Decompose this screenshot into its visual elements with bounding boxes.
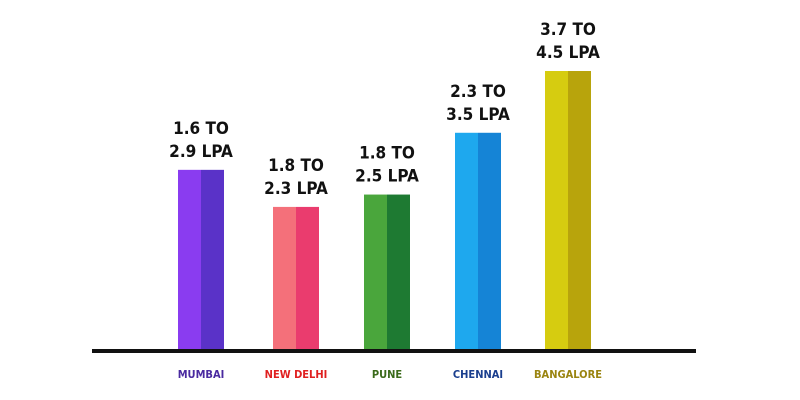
bar-chennai	[455, 132, 501, 349]
value-label-range-end: 2.3 LPA	[264, 179, 328, 199]
category-label-chennai: CHENNAI	[453, 368, 503, 381]
value-label: 2.3 TO 3.5 LPA	[446, 82, 510, 125]
bar-pune	[364, 194, 410, 349]
value-label-range-end: 2.9 LPA	[169, 142, 233, 162]
value-label-range-start: 1.6 TO	[173, 119, 229, 139]
bars	[178, 71, 591, 349]
category-label-mumbai: MUMBAI	[178, 368, 225, 381]
value-label: 1.8 TO 2.3 LPA	[264, 156, 328, 199]
value-label-range-start: 2.3 TO	[450, 82, 506, 102]
value-label: 1.6 TO 2.9 LPA	[169, 119, 233, 162]
value-label-range-start: 1.8 TO	[359, 144, 415, 164]
value-label-range-end: 3.5 LPA	[446, 105, 510, 125]
value-label-range-end: 2.5 LPA	[355, 167, 419, 187]
bar-mumbai	[178, 169, 224, 349]
value-label-range-start: 3.7 TO	[540, 20, 596, 40]
category-labels: MUMBAI NEW DELHI PUNE CHENNAI BANGALORE	[178, 368, 603, 381]
value-label: 1.8 TO 2.5 LPA	[355, 144, 419, 187]
value-label-range-start: 1.8 TO	[268, 156, 324, 176]
category-label-new-delhi: NEW DELHI	[265, 368, 328, 381]
bar-bangalore	[545, 71, 591, 349]
value-label: 3.7 TO 4.5 LPA	[536, 20, 600, 63]
value-labels: 1.6 TO 2.9 LPA 1.8 TO 2.3 LPA 1.8 TO 2.5 LPA 2…	[169, 20, 600, 199]
category-label-pune: PUNE	[372, 368, 403, 381]
value-label-range-end: 4.5 LPA	[536, 43, 600, 63]
category-label-bangalore: BANGALORE	[534, 368, 602, 381]
bar-new-delhi	[273, 206, 319, 349]
